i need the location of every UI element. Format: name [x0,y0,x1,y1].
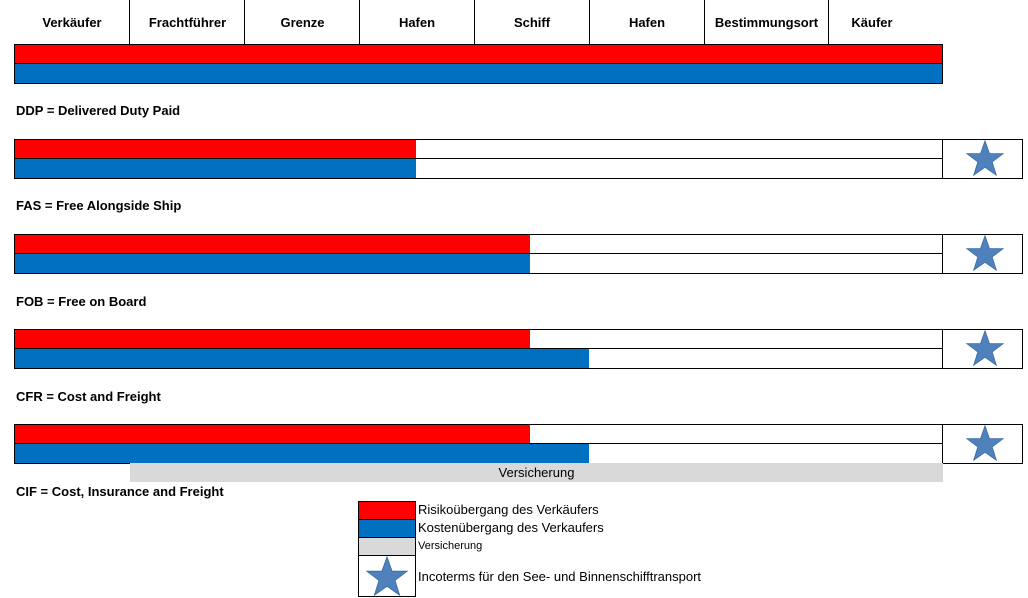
header-kaeufer: Käufer [851,15,893,30]
header-divider [704,0,705,45]
header-schiff: Schiff [513,15,551,30]
bar-divider [15,63,942,64]
risk-bar [15,235,530,253]
legend-star-label: Incoterms für den See- und Binnenschifft… [418,569,702,584]
legend-cost-swatch [358,519,416,538]
header-hafen-2: Hafen [628,15,666,30]
incoterm-label: CIF = Cost, Insurance and Freight [16,484,224,499]
legend-insurance-label: Versicherung [418,540,483,552]
star-icon [966,140,1004,176]
header-bestimmungsort: Bestimmungsort [714,15,819,30]
legend-insurance-swatch [358,537,416,556]
star-icon [966,235,1004,271]
header-grenze: Grenze [280,15,325,30]
bar-divider [15,253,942,254]
incoterm-label: CFR = Cost and Freight [16,389,161,404]
incoterm-label: FAS = Free Alongside Ship [16,198,182,213]
cost-bar [15,159,416,178]
cost-bar [15,64,942,83]
header-frachtfuehrer: Frachtführer [148,15,227,30]
header-divider [129,0,130,45]
incoterm-label: FOB = Free on Board [16,294,147,309]
risk-bar [15,140,416,158]
bar-divider [15,348,942,349]
star-cell-divider [942,234,943,274]
cost-bar [15,254,530,273]
header-divider [359,0,360,45]
legend-cost-label: Kostenübergang des Verkaufers [418,520,604,535]
header-divider [589,0,590,45]
header-divider [828,0,829,45]
star-icon [966,330,1004,366]
risk-bar [15,425,530,443]
star-cell-divider [942,329,943,369]
header-verkaeufer: Verkäufer [42,15,102,30]
incoterm-label: DDP = Delivered Duty Paid [16,103,181,118]
insurance-bar: Versicherung [130,463,943,482]
legend-risk-label: Risikoübergang des Verkäufers [418,502,599,517]
star-icon [966,425,1004,461]
bar-divider [15,158,942,159]
star-icon [365,556,409,596]
header-divider [244,0,245,45]
legend-star-swatch [358,555,416,597]
cost-bar [15,349,589,368]
risk-bar [15,45,942,63]
cost-bar [15,444,589,463]
header-hafen-1: Hafen [398,15,436,30]
legend-risk-swatch [358,501,416,520]
star-cell-divider [942,139,943,179]
risk-bar [15,330,530,348]
bar-divider [15,443,942,444]
header-divider [474,0,475,45]
star-cell-divider [942,424,943,464]
